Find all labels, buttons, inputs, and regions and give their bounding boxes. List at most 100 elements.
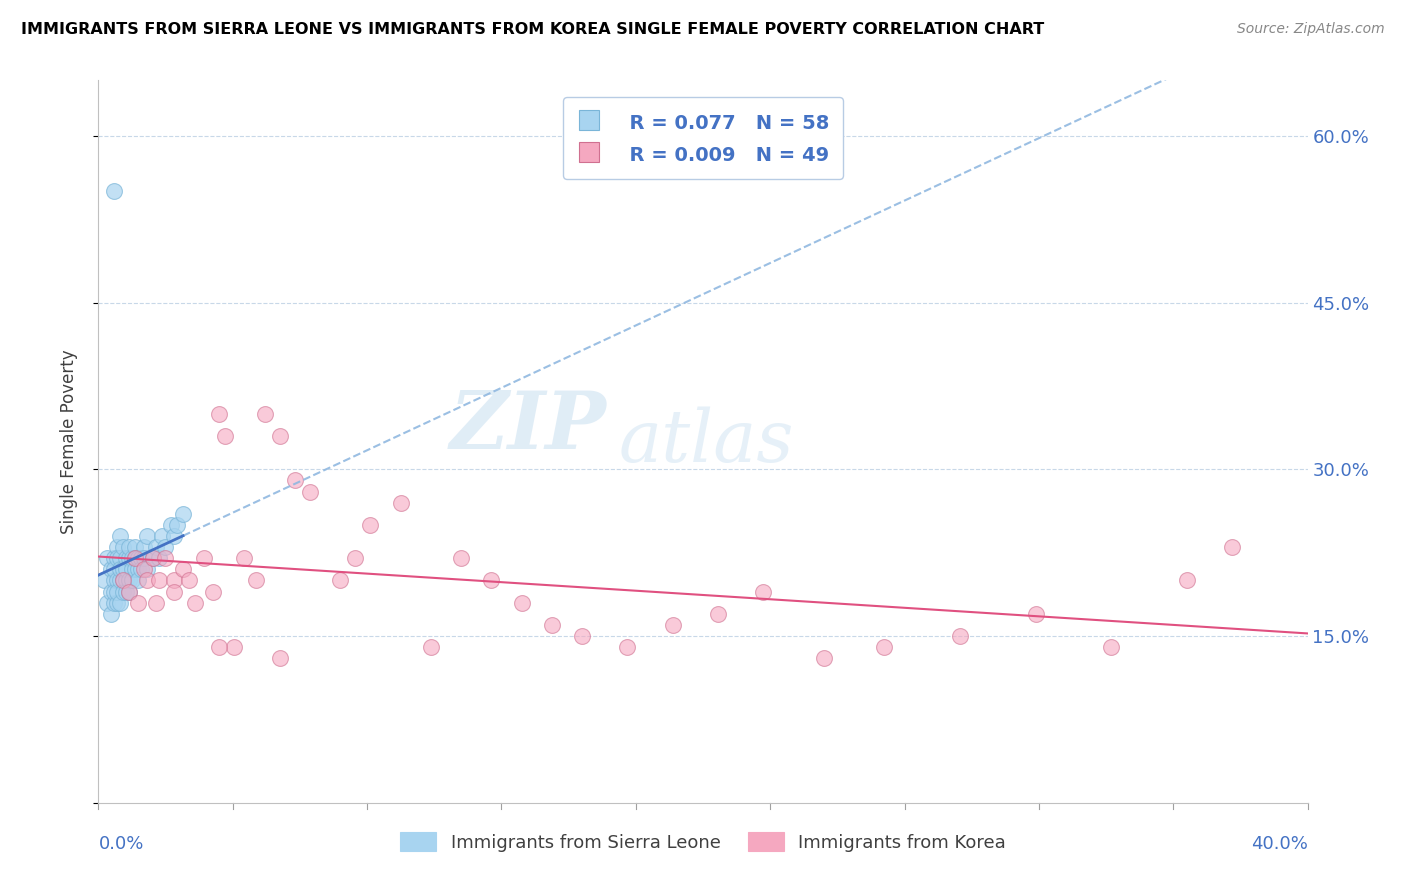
Point [752, 584, 775, 599]
Point [284, 474, 307, 488]
Point [124, 551, 146, 566]
Point [108, 574, 131, 588]
Point [114, 574, 136, 588]
Point [111, 584, 134, 599]
Point [269, 651, 291, 665]
Point [105, 551, 128, 566]
Point [103, 584, 125, 599]
Point [420, 640, 443, 655]
Point [100, 562, 122, 576]
Point [389, 496, 412, 510]
Point [124, 562, 146, 576]
Point [114, 562, 136, 576]
Point [108, 551, 131, 566]
Point [142, 551, 165, 566]
Point [118, 551, 141, 566]
Point [103, 596, 125, 610]
Point [93, 574, 115, 588]
Point [103, 562, 125, 576]
Point [153, 551, 176, 566]
Point [949, 629, 972, 643]
Point [450, 551, 472, 566]
Point [111, 562, 134, 576]
Point [150, 529, 173, 543]
Point [245, 574, 267, 588]
Point [108, 562, 131, 576]
Point [121, 562, 143, 576]
Point [153, 540, 176, 554]
Point [166, 517, 188, 532]
Point [661, 618, 683, 632]
Y-axis label: Single Female Poverty: Single Female Poverty [59, 350, 77, 533]
Point [253, 407, 276, 421]
Point [135, 562, 157, 576]
Point [208, 407, 231, 421]
Point [571, 629, 593, 643]
Point [224, 640, 246, 655]
Point [105, 540, 128, 554]
Point [360, 517, 382, 532]
Point [127, 551, 149, 566]
Point [202, 584, 225, 599]
Point [163, 574, 186, 588]
Point [103, 574, 125, 588]
Point [118, 584, 141, 599]
Point [299, 484, 322, 499]
Text: 0.0%: 0.0% [98, 835, 143, 854]
Point [329, 574, 352, 588]
Point [163, 529, 186, 543]
Point [813, 651, 835, 665]
Point [118, 540, 141, 554]
Point [105, 584, 128, 599]
Point [1220, 540, 1243, 554]
Text: Source: ZipAtlas.com: Source: ZipAtlas.com [1237, 22, 1385, 37]
Point [96, 551, 118, 566]
Point [232, 551, 254, 566]
Point [481, 574, 503, 588]
Point [103, 185, 125, 199]
Point [132, 540, 155, 554]
Text: ZIP: ZIP [450, 388, 606, 466]
Point [510, 596, 533, 610]
Point [118, 574, 141, 588]
Point [172, 562, 194, 576]
Point [214, 429, 236, 443]
Point [129, 551, 152, 566]
Point [135, 529, 157, 543]
Point [145, 540, 167, 554]
Text: atlas: atlas [619, 406, 794, 477]
Point [100, 584, 122, 599]
Text: 40.0%: 40.0% [1251, 835, 1308, 854]
Point [132, 551, 155, 566]
Point [127, 574, 149, 588]
Legend: Immigrants from Sierra Leone, Immigrants from Korea: Immigrants from Sierra Leone, Immigrants… [392, 825, 1014, 859]
Point [148, 551, 170, 566]
Point [184, 596, 207, 610]
Point [540, 618, 562, 632]
Point [1175, 574, 1198, 588]
Text: IMMIGRANTS FROM SIERRA LEONE VS IMMIGRANTS FROM KOREA SINGLE FEMALE POVERTY CORR: IMMIGRANTS FROM SIERRA LEONE VS IMMIGRAN… [21, 22, 1045, 37]
Point [142, 551, 165, 566]
Point [108, 596, 131, 610]
Point [105, 574, 128, 588]
Point [148, 574, 170, 588]
Point [127, 562, 149, 576]
Point [111, 574, 134, 588]
Point [127, 596, 149, 610]
Point [114, 551, 136, 566]
Point [100, 607, 122, 621]
Point [124, 551, 146, 566]
Point [344, 551, 367, 566]
Point [114, 584, 136, 599]
Point [145, 596, 167, 610]
Point [163, 584, 186, 599]
Point [121, 551, 143, 566]
Point [135, 574, 157, 588]
Point [873, 640, 896, 655]
Point [160, 517, 183, 532]
Point [208, 640, 231, 655]
Point [172, 507, 194, 521]
Point [1099, 640, 1122, 655]
Point [118, 584, 141, 599]
Point [707, 607, 730, 621]
